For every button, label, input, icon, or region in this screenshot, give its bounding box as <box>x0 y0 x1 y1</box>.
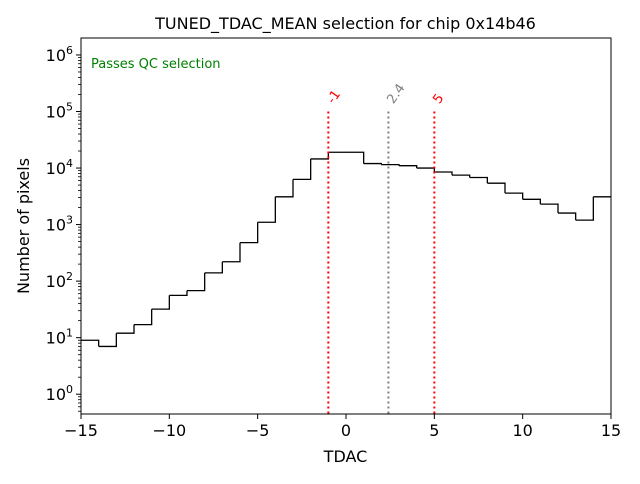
histogram-bin <box>81 339 100 347</box>
histogram-bin <box>434 171 453 176</box>
y-tick-label: 100 <box>46 383 73 404</box>
x-tick-label: 5 <box>429 421 439 440</box>
histogram-bin <box>310 152 329 160</box>
histogram-bin <box>522 198 541 205</box>
histogram-bin <box>257 196 276 223</box>
histogram-bin <box>151 295 170 310</box>
x-tick-label: −10 <box>152 421 186 440</box>
chart-title: TUNED_TDAC_MEAN selection for chip 0x14b… <box>154 14 536 34</box>
qc-annotation: Passes QC selection <box>91 57 221 72</box>
histogram-bin <box>575 196 594 221</box>
histogram-bin <box>487 182 506 194</box>
histogram-bin <box>134 309 153 326</box>
x-axis-label: TDAC <box>323 447 368 466</box>
histogram-bin <box>204 261 223 274</box>
y-tick-label: 101 <box>46 327 73 348</box>
histogram-bin <box>452 174 471 178</box>
histogram-bin <box>275 179 294 198</box>
x-tick-label: 10 <box>512 421 532 440</box>
x-tick-label: 15 <box>601 421 621 440</box>
histogram-bin <box>187 272 206 292</box>
histogram-bin <box>293 158 312 181</box>
histogram-bin <box>540 203 559 214</box>
histogram-bin <box>98 333 117 348</box>
histogram-bin <box>240 222 259 244</box>
histogram-bin <box>222 242 241 263</box>
x-tick-label: −5 <box>246 421 270 440</box>
histogram-bin <box>346 151 365 164</box>
histogram-bin <box>399 165 418 169</box>
histogram-bin <box>469 176 488 184</box>
histogram-bin <box>558 212 577 221</box>
histogram-bin <box>363 162 382 165</box>
y-tick-label: 102 <box>46 270 73 291</box>
x-tick-label: 0 <box>341 421 351 440</box>
y-axis-label: Number of pixels <box>14 158 33 294</box>
y-tick-label: 105 <box>46 101 73 122</box>
histogram-bin <box>116 324 135 334</box>
histogram-bin <box>169 290 188 297</box>
histogram-bin <box>505 192 524 200</box>
y-tick-label: 106 <box>46 44 73 65</box>
y-tick-label: 103 <box>46 214 73 235</box>
y-tick-label: 104 <box>46 157 73 178</box>
x-tick-label: −15 <box>64 421 98 440</box>
